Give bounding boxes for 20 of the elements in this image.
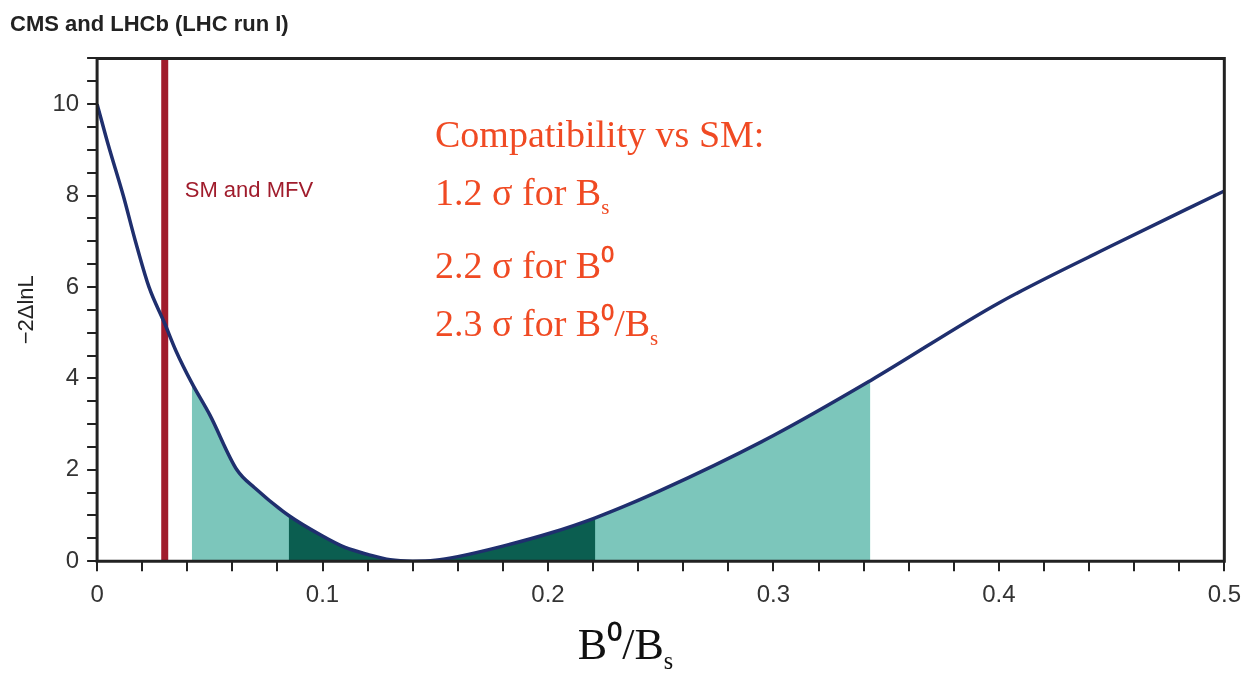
y-tick-label: 2: [65, 454, 80, 482]
y-tick-label: 10: [52, 88, 80, 116]
annotation: Compatibility vs SM:: [435, 112, 765, 157]
y-tick-label: 4: [65, 362, 80, 390]
chart-title: CMS and LHCb (LHC run I): [10, 11, 289, 37]
x-tick-label: 0: [90, 580, 104, 608]
x-tick-label: 0.1: [305, 580, 340, 608]
x-tick-label: 0.5: [1207, 580, 1242, 608]
y-axis-title: −2ΔlnL: [13, 275, 39, 345]
y-tick-label: 0: [65, 545, 80, 573]
x-tick-label: 0.4: [982, 580, 1016, 608]
x-tick-label: 0.3: [756, 580, 791, 608]
y-tick-label: 6: [65, 271, 80, 299]
annotation: 1.2 σ for B$_{s}$: [435, 170, 611, 221]
x-tick-label: 0.2: [531, 580, 565, 608]
x-axis-title: B⁰/B$_{s}$: [576, 619, 675, 675]
y-tick-label: 8: [65, 180, 80, 208]
ref-line-label: SM and MFV: [184, 177, 314, 203]
annotation: 2.3 σ for B⁰/B$_{s}$: [435, 300, 660, 352]
annotation: 2.2 σ for B⁰: [435, 242, 616, 288]
